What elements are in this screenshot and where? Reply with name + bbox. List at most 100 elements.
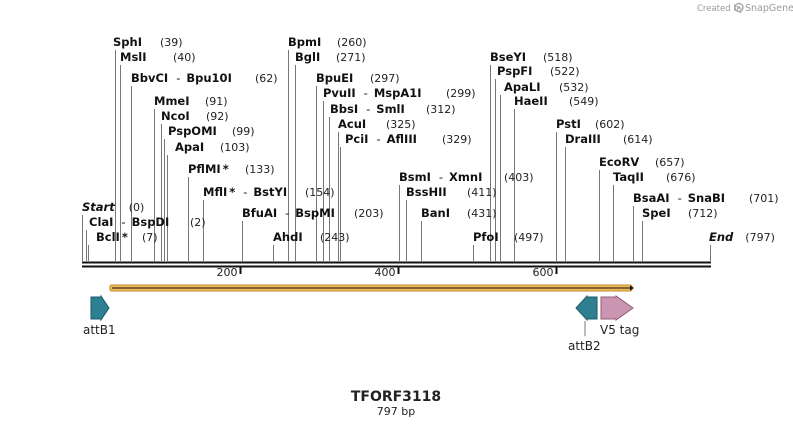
backbone xyxy=(82,261,711,268)
site-enzyme: BsaAI xyxy=(633,191,670,205)
restriction-site[interactable]: MflI * - BstYI (154) xyxy=(203,185,335,199)
site-separator: - xyxy=(176,71,180,85)
site-enzyme: ApaLI xyxy=(504,80,541,94)
site-separator: - xyxy=(243,185,247,199)
site-enzyme: AhdI xyxy=(273,230,303,244)
site-position: (676) xyxy=(666,171,696,184)
site-position: (497) xyxy=(514,231,544,244)
feature-v5-tag[interactable]: V5 tag xyxy=(600,295,639,337)
restriction-site[interactable]: EcoRV (657) xyxy=(599,155,685,169)
orf-bar[interactable] xyxy=(109,284,634,292)
restriction-site[interactable]: BclI * (7) xyxy=(96,230,158,244)
end-label-pos: (797) xyxy=(745,231,775,244)
site-enzyme-2: MspA1I xyxy=(374,86,422,100)
restriction-site[interactable]: BbsI - SmlI (312) xyxy=(330,102,456,116)
site-position: (260) xyxy=(337,36,367,49)
restriction-site[interactable]: BbvCI - Bpu10I (62) xyxy=(131,71,278,85)
site-enzyme: HaeII xyxy=(514,94,548,108)
feature-v5-tag-label: V5 tag xyxy=(600,323,639,337)
restriction-site[interactable]: PstI (602) xyxy=(556,117,625,131)
restriction-site[interactable]: TaqII (676) xyxy=(613,170,696,184)
site-name: DraIII xyxy=(565,132,601,146)
site-name: SpeI xyxy=(642,206,671,220)
site-name: ApaI xyxy=(175,140,204,154)
site-name: PstI xyxy=(556,117,581,131)
restriction-site[interactable]: BfuAI - BspMI (203) xyxy=(242,206,384,220)
site-enzyme-2: XmnI xyxy=(449,170,482,184)
site-position: (403) xyxy=(504,171,534,184)
restriction-site[interactable]: HaeII (549) xyxy=(514,94,599,108)
restriction-site[interactable]: PflMI * (133) xyxy=(188,162,275,176)
site-position: (532) xyxy=(559,81,589,94)
site-enzyme-2: BspMI xyxy=(295,206,335,220)
site-separator: - xyxy=(366,102,370,116)
site-separator: - xyxy=(678,191,682,205)
site-enzyme: BclI xyxy=(96,230,120,244)
site-enzyme: PflMI xyxy=(188,162,221,176)
restriction-site[interactable]: MmeI (91) xyxy=(154,94,228,108)
site-star: * xyxy=(229,185,235,199)
site-name: MslI xyxy=(120,50,147,64)
restriction-site[interactable]: PfoI (497) xyxy=(473,230,544,244)
restriction-site[interactable]: BseYI (518) xyxy=(490,50,573,64)
site-position: (297) xyxy=(370,72,400,85)
site-enzyme-2: AflIII xyxy=(387,132,417,146)
site-separator: - xyxy=(121,215,125,229)
site-position: (271) xyxy=(336,51,366,64)
restriction-site[interactable]: MslI (40) xyxy=(120,50,196,64)
restriction-site[interactable]: PspOMI (99) xyxy=(168,124,255,138)
restriction-site-labels: Start (0) End (797) SphI (39)MslI (40)BbvCI -… xyxy=(82,35,779,244)
restriction-site[interactable]: BsmI - XmnI (403) xyxy=(399,170,534,184)
site-enzyme: BpuEI xyxy=(316,71,353,85)
restriction-site[interactable]: BpuEI (297) xyxy=(316,71,400,85)
site-position: (2) xyxy=(190,216,206,229)
site-name: PflMI * xyxy=(188,162,229,176)
site-position: (62) xyxy=(255,72,278,85)
site-star: * xyxy=(122,230,128,244)
site-name: BseYI xyxy=(490,50,526,64)
restriction-site[interactable]: PciI - AflIII (329) xyxy=(345,132,472,146)
site-name: PciI - AflIII xyxy=(345,132,417,146)
site-name: PspOMI xyxy=(168,124,217,138)
end-label-name: End xyxy=(709,230,734,244)
restriction-site[interactable]: AhdI (243) xyxy=(273,230,350,244)
site-name: AcuI xyxy=(338,117,366,131)
restriction-site[interactable]: DraIII (614) xyxy=(565,132,653,146)
site-enzyme: BbvCI xyxy=(131,71,168,85)
site-name: EcoRV xyxy=(599,155,639,169)
restriction-site[interactable]: SpeI (712) xyxy=(642,206,718,220)
site-separator: - xyxy=(439,170,443,184)
site-enzyme-2: Bpu10I xyxy=(186,71,231,85)
restriction-site[interactable]: ClaI - BspDI (2) xyxy=(89,215,206,229)
restriction-site[interactable]: BsaAI - SnaBI (701) xyxy=(633,191,779,205)
restriction-site[interactable]: PspFI (522) xyxy=(497,64,580,78)
restriction-site[interactable]: BpmI (260) xyxy=(288,35,367,49)
restriction-site[interactable]: BglI (271) xyxy=(295,50,366,64)
site-enzyme: MmeI xyxy=(154,94,190,108)
site-separator: - xyxy=(376,132,380,146)
site-position: (614) xyxy=(623,133,653,146)
site-enzyme-2: BspDI xyxy=(132,215,170,229)
site-enzyme: PciI xyxy=(345,132,368,146)
site-name: BsmI - XmnI xyxy=(399,170,482,184)
ruler-tick-label: 600 xyxy=(533,266,554,279)
site-position: (154) xyxy=(305,186,335,199)
site-enzyme: SpeI xyxy=(642,206,671,220)
restriction-site[interactable]: BssHII (411) xyxy=(406,185,497,199)
restriction-site[interactable]: BanI (431) xyxy=(421,206,497,220)
feature-attb2[interactable]: attB2 xyxy=(568,294,601,353)
site-position: (657) xyxy=(655,156,685,169)
site-position: (312) xyxy=(426,103,456,116)
restriction-site[interactable]: ApaI (103) xyxy=(175,140,250,154)
restriction-site[interactable]: PvuII - MspA1I (299) xyxy=(323,86,476,100)
restriction-site[interactable]: ApaLI (532) xyxy=(504,80,589,94)
site-name: BsaAI - SnaBI xyxy=(633,191,725,205)
feature-attb1[interactable]: attB1 xyxy=(83,294,116,337)
restriction-site[interactable]: SphI (39) xyxy=(113,35,183,49)
restriction-site[interactable]: AcuI (325) xyxy=(338,117,416,131)
site-enzyme: PspFI xyxy=(497,64,532,78)
restriction-site[interactable]: NcoI (92) xyxy=(161,109,229,123)
credit-prefix: Created by xyxy=(697,4,744,14)
site-enzyme: BssHII xyxy=(406,185,447,199)
site-position: (99) xyxy=(232,125,255,138)
